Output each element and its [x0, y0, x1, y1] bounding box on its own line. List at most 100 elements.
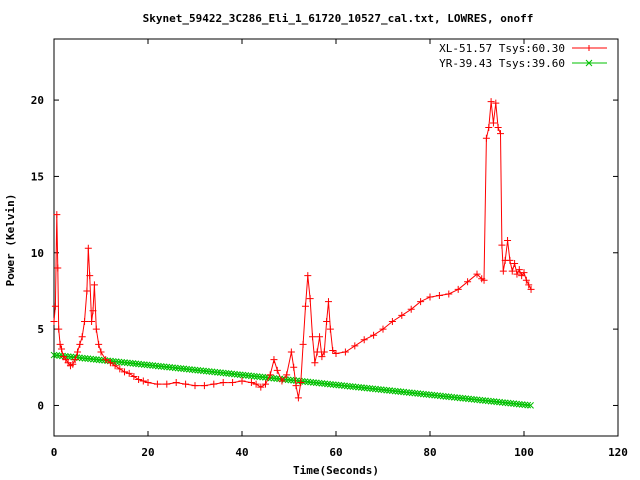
data-point-xl [78, 333, 86, 341]
data-point-yr [183, 365, 190, 373]
data-point-yr [380, 386, 388, 394]
data-point-yr [121, 359, 128, 366]
data-point-xl [407, 305, 415, 313]
data-point-yr [397, 388, 405, 396]
series-line-xl [53, 101, 532, 398]
y-tick-label: 15 [31, 170, 44, 183]
data-point-yr [50, 351, 58, 359]
data-point-yr [298, 377, 306, 385]
data-point-xl [332, 350, 340, 358]
data-point-yr [400, 388, 408, 396]
data-point-yr [138, 360, 145, 368]
data-point-yr [171, 364, 179, 372]
data-point-xl [499, 267, 507, 275]
data-point-yr [420, 390, 427, 398]
data-point-yr [270, 374, 278, 382]
data-point-yr [98, 356, 106, 364]
data-point-xl [262, 380, 269, 388]
data-point-yr [84, 355, 92, 363]
data-point-xl [324, 298, 332, 306]
data-point-yr [324, 380, 331, 388]
data-point-yr [377, 386, 385, 393]
data-point-xl [283, 371, 291, 379]
data-point-xl [318, 353, 326, 361]
data-point-xl [522, 276, 530, 284]
data-point-xl [527, 285, 535, 293]
data-point-yr [513, 400, 520, 408]
y-axis: 0 5 10 15 20 [31, 94, 618, 412]
data-point-yr [484, 397, 492, 405]
data-point-xl [53, 211, 61, 219]
data-point-yr [115, 358, 123, 366]
data-point-yr [92, 356, 100, 363]
data-point-yr [135, 360, 142, 368]
data-point-yr [287, 376, 295, 384]
x-tick-label: 20 [141, 446, 154, 459]
data-point-yr [259, 373, 267, 381]
data-point-yr [310, 379, 317, 386]
data-point-yr [346, 382, 354, 390]
data-point-yr [191, 366, 199, 374]
data-point-xl [525, 281, 533, 289]
legend-entry-yr: YR-39.43 Tsys:39.60 [439, 57, 607, 70]
data-point-yr [180, 365, 188, 373]
data-point-yr [160, 363, 168, 371]
data-point-xl [513, 270, 521, 278]
data-point-xl [313, 348, 321, 356]
data-point-xl [290, 363, 298, 371]
data-point-yr [496, 398, 503, 406]
x-tick-label: 80 [423, 446, 436, 459]
data-point-yr [411, 389, 419, 397]
data-point-yr [524, 401, 532, 409]
data-point-yr [321, 380, 329, 388]
data-point-yr [211, 368, 219, 376]
data-point-yr [383, 386, 391, 394]
data-point-xl [304, 272, 312, 280]
data-point-yr [332, 381, 340, 389]
data-point-xl [323, 317, 331, 325]
data-point-xl [111, 362, 119, 370]
data-point-yr [307, 378, 314, 386]
data-point-xl [247, 379, 255, 387]
data-point-yr [87, 355, 95, 363]
data-point-yr [374, 385, 382, 393]
data-point-xl [329, 346, 337, 354]
data-point-yr [504, 399, 512, 407]
data-point-yr [174, 364, 182, 372]
data-point-xl [191, 382, 199, 390]
data-point-yr [253, 373, 261, 380]
data-point-xl [266, 371, 274, 379]
data-point-xl [520, 269, 528, 277]
data-point-yr [169, 364, 176, 371]
data-point-yr [200, 367, 207, 375]
data-point-yr [132, 360, 140, 368]
data-point-xl [287, 348, 295, 356]
data-point-yr [53, 352, 61, 359]
legend-marker-yr [585, 59, 593, 67]
data-point-yr [177, 365, 185, 372]
data-point-xl [74, 348, 81, 356]
data-point-yr [329, 381, 337, 388]
chart-title: Skynet_59422_3C286_Eli_1_61720_10527_cal… [143, 12, 534, 25]
data-point-xl [480, 276, 488, 284]
data-point-yr [408, 389, 416, 397]
data-point-yr [338, 382, 345, 389]
data-point-yr [219, 369, 227, 377]
data-point-yr [284, 376, 292, 384]
data-point-yr [343, 382, 351, 390]
data-point-xl [485, 124, 493, 132]
data-point-yr [250, 372, 258, 380]
data-point-yr [389, 387, 396, 395]
y-axis-label: Power (Kelvin) [4, 194, 17, 287]
data-point-xl [97, 348, 105, 356]
data-point-xl [86, 272, 94, 280]
data-point-xl [320, 348, 328, 356]
data-point-yr [501, 399, 509, 407]
data-point-xl [163, 380, 171, 388]
data-point-xl [81, 317, 89, 325]
data-point-xl [182, 380, 190, 388]
data-point-xl [511, 259, 519, 267]
data-point-yr [126, 359, 134, 367]
x-tick-label: 0 [51, 446, 58, 459]
data-point-xl [417, 298, 425, 306]
